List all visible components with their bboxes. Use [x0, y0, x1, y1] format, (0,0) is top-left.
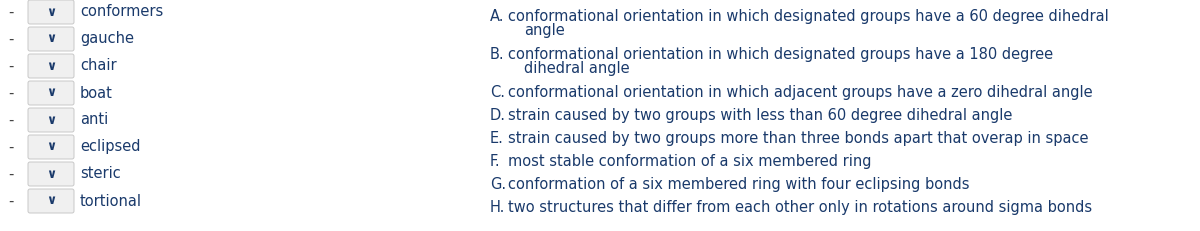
Text: D.: D.	[490, 108, 506, 123]
Text: conformational orientation in which adjacent groups have a zero dihedral angle: conformational orientation in which adja…	[508, 85, 1093, 100]
Text: strain caused by two groups more than three bonds apart that overap in space: strain caused by two groups more than th…	[508, 131, 1088, 146]
Text: two structures that differ from each other only in rotations around sigma bonds: two structures that differ from each oth…	[508, 200, 1092, 215]
Text: tortional: tortional	[80, 194, 142, 209]
Text: ∨: ∨	[46, 6, 56, 18]
Text: ∨: ∨	[46, 195, 56, 207]
Text: A.: A.	[490, 9, 504, 24]
Text: eclipsed: eclipsed	[80, 140, 140, 155]
FancyBboxPatch shape	[28, 189, 74, 213]
Text: gauche: gauche	[80, 31, 134, 46]
Text: angle: angle	[524, 24, 565, 39]
Text: -: -	[8, 85, 13, 100]
Text: dihedral angle: dihedral angle	[524, 61, 630, 76]
Text: ∨: ∨	[46, 167, 56, 180]
Text: ∨: ∨	[46, 86, 56, 100]
Text: -: -	[8, 167, 13, 182]
FancyBboxPatch shape	[28, 135, 74, 159]
FancyBboxPatch shape	[28, 108, 74, 132]
FancyBboxPatch shape	[28, 162, 74, 186]
Text: F.: F.	[490, 154, 500, 169]
Text: -: -	[8, 112, 13, 128]
Text: steric: steric	[80, 167, 121, 182]
Text: -: -	[8, 140, 13, 155]
Text: conformational orientation in which designated groups have a 60 degree dihedral: conformational orientation in which desi…	[508, 9, 1109, 24]
Text: -: -	[8, 4, 13, 19]
Text: conformation of a six membered ring with four eclipsing bonds: conformation of a six membered ring with…	[508, 177, 970, 192]
Text: E.: E.	[490, 131, 504, 146]
Text: conformers: conformers	[80, 4, 163, 19]
Text: conformational orientation in which designated groups have a 180 degree: conformational orientation in which desi…	[508, 47, 1054, 62]
Text: -: -	[8, 31, 13, 46]
Text: most stable conformation of a six membered ring: most stable conformation of a six member…	[508, 154, 871, 169]
Text: anti: anti	[80, 112, 108, 128]
FancyBboxPatch shape	[28, 27, 74, 51]
Text: H.: H.	[490, 200, 505, 215]
FancyBboxPatch shape	[28, 54, 74, 78]
Text: chair: chair	[80, 58, 116, 73]
Text: G.: G.	[490, 177, 506, 192]
Text: -: -	[8, 58, 13, 73]
Text: ∨: ∨	[46, 140, 56, 154]
Text: C.: C.	[490, 85, 505, 100]
Text: strain caused by two groups with less than 60 degree dihedral angle: strain caused by two groups with less th…	[508, 108, 1013, 123]
FancyBboxPatch shape	[28, 81, 74, 105]
Text: B.: B.	[490, 47, 505, 62]
FancyBboxPatch shape	[28, 0, 74, 24]
Text: ∨: ∨	[46, 60, 56, 73]
Text: -: -	[8, 194, 13, 209]
Text: boat: boat	[80, 85, 113, 100]
Text: ∨: ∨	[46, 113, 56, 127]
Text: ∨: ∨	[46, 33, 56, 46]
